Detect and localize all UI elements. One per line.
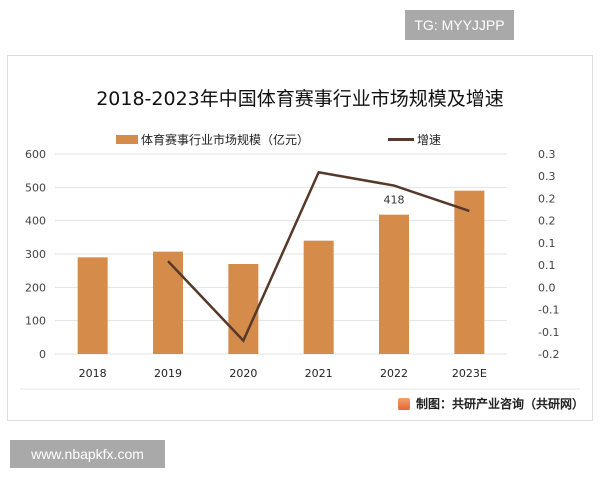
bar	[303, 240, 334, 354]
legend-swatch-bar	[116, 135, 138, 144]
legend-item-bar: 体育赛事行业市场规模（亿元）	[116, 131, 309, 148]
legend-label-bar: 体育赛事行业市场规模（亿元）	[141, 133, 310, 147]
right-tick-label: 0.1	[538, 237, 556, 250]
chart-title: 2018-2023年中国体育赛事行业市场规模及增速	[96, 88, 504, 110]
x-tick-label: 2018	[79, 367, 107, 380]
legend-label-line: 增速	[417, 133, 442, 147]
right-tick-label: 0.1	[538, 259, 556, 272]
left-tick-label: 600	[25, 148, 46, 161]
left-tick-label: 100	[25, 315, 46, 328]
left-tick-label: 400	[25, 215, 46, 228]
left-tick-label: 0	[39, 348, 46, 361]
gongyan-logo-icon	[398, 397, 410, 410]
x-tick-label: 2022	[380, 367, 408, 380]
right-tick-label: 0.0	[538, 281, 556, 294]
right-tick-label: 0.3	[538, 170, 556, 183]
x-tick-label: 2021	[305, 367, 333, 380]
x-tick-label: 2019	[154, 367, 182, 380]
data-label: 418	[384, 194, 405, 207]
x-tick-label: 2020	[229, 367, 257, 380]
x-tick-label: 2023E	[452, 367, 487, 380]
bar	[153, 251, 183, 354]
right-tick-label: 0.2	[538, 215, 556, 228]
watermark-badge-top: TG: MYYJJPP	[405, 10, 514, 40]
chart-card	[7, 55, 593, 421]
bar	[454, 190, 485, 354]
source-text: 制图：共研产业咨询（共研网）	[416, 397, 585, 411]
bar	[379, 214, 409, 354]
left-tick-label: 500	[25, 181, 46, 194]
right-tick-label: -0.1	[538, 304, 559, 317]
watermark-badge-bottom: www.nbapkfx.com	[10, 440, 165, 468]
legend-item-line: 增速	[388, 131, 441, 148]
left-tick-label: 200	[25, 281, 46, 294]
left-tick-label: 300	[25, 248, 46, 261]
right-tick-label: -0.1	[538, 326, 559, 339]
bar	[77, 257, 108, 354]
legend-swatch-line	[388, 138, 414, 141]
right-tick-label: 0.3	[538, 148, 556, 161]
source-footer: 制图：共研产业咨询（共研网）	[398, 395, 584, 412]
right-tick-label: -0.2	[538, 348, 559, 361]
right-tick-label: 0.2	[538, 192, 556, 205]
